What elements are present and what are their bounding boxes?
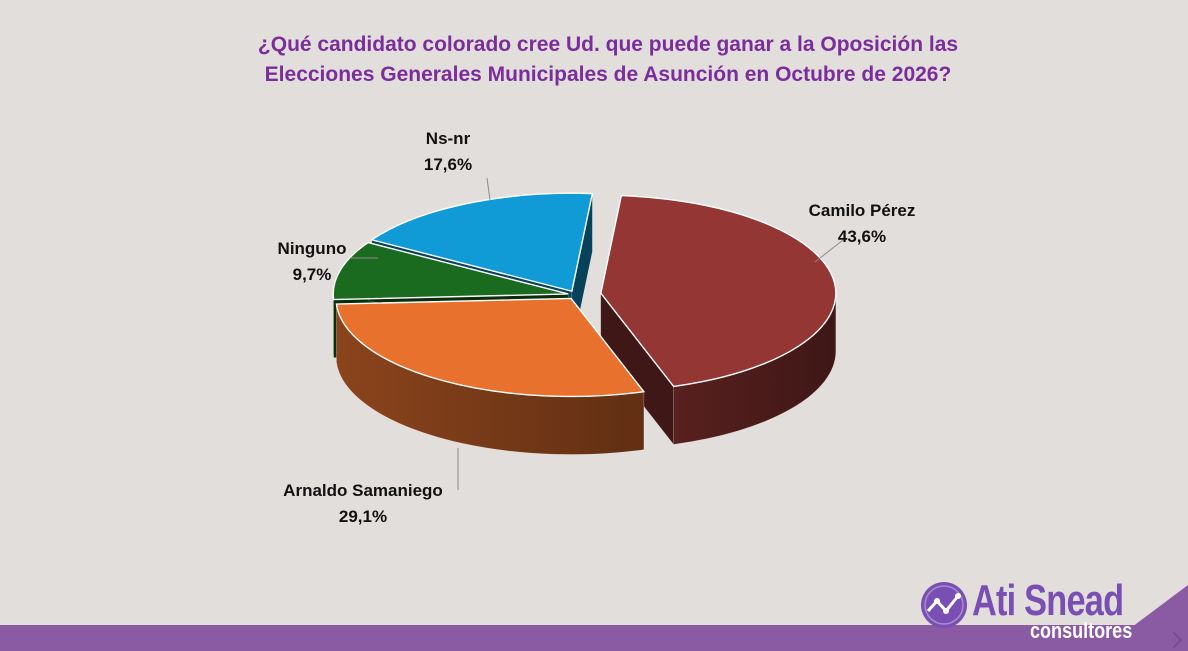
slice-value: 17,6% [423,155,473,174]
slice-name: Ninguno [277,239,347,258]
slice-name: Ns-nr [425,129,471,148]
footer-bar [0,625,1188,651]
footer-wedge [1100,585,1188,651]
chart-line-icon [921,582,967,628]
brand-logo: Ati Snead consultores [918,576,1148,643]
pie-tops [332,192,837,398]
label-arnaldo-samaniego: Arnaldo Samaniego 29,1% [283,478,443,530]
slice-value: 29,1% [338,507,388,526]
chart-title: ¿Qué candidato colorado cree Ud. que pue… [0,30,1188,90]
pie-chart [332,177,844,490]
brand-subtitle: consultores [1030,618,1133,643]
leader-line-camilo-pe-rez [814,239,844,263]
leader-line-ns-nr [486,177,491,201]
label-ninguno: Ninguno 9,7% [278,236,347,288]
chart-title-line-2: Elecciones Generales Municipales de Asun… [264,63,952,86]
slice-value: 43,6% [837,227,887,246]
slice-value: 9,7% [292,265,332,284]
slice-camilo-pe-rez [600,194,837,388]
slice-arnaldo-samaniego [335,297,646,398]
slice-ninguno [332,241,569,301]
slice-name: Arnaldo Samaniego [283,481,443,500]
slice-ns-nr [370,192,594,293]
label-ns-nr: Ns-nr 17,6% [424,126,472,178]
slice-name: Camilo Pérez [808,201,916,220]
brand-name: Ati Snead [972,576,1124,625]
chart-title-line-1: ¿Qué candidato colorado cree Ud. que pue… [257,33,959,56]
label-camilo-pe-rez: Camilo Pérez 43,6% [809,198,916,250]
